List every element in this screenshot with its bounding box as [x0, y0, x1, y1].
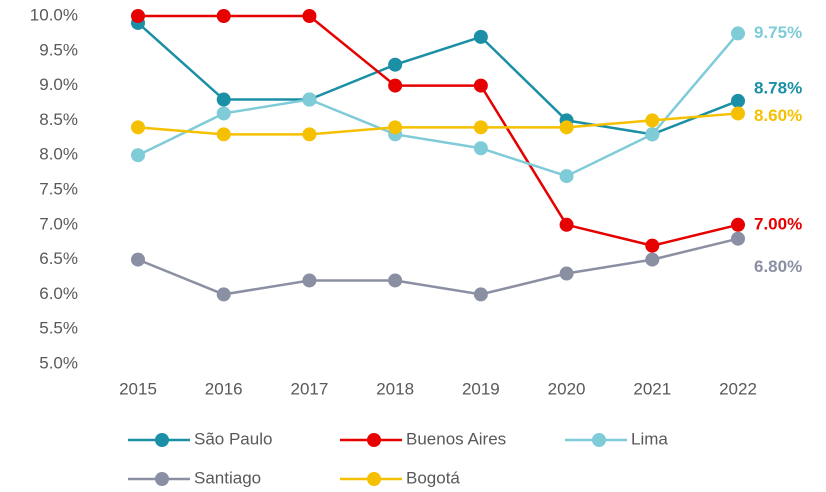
point	[645, 238, 660, 253]
point	[473, 78, 488, 93]
point	[302, 127, 317, 142]
legend-marker	[367, 433, 381, 447]
point	[388, 273, 403, 288]
x-tick-label: 2017	[291, 379, 329, 398]
y-tick-label: 7.0%	[39, 214, 78, 233]
y-tick-label: 8.0%	[39, 145, 78, 164]
point	[216, 92, 231, 107]
data-label: 6.80%	[754, 257, 802, 276]
point	[302, 92, 317, 107]
point	[216, 287, 231, 302]
point	[731, 231, 745, 246]
point	[302, 273, 317, 288]
point	[559, 169, 574, 184]
point	[216, 9, 231, 23]
series-line	[137, 112, 739, 136]
point	[388, 78, 403, 93]
x-tick-label: 2018	[376, 379, 414, 398]
legend-label: Lima	[631, 429, 668, 448]
legend-label: São Paulo	[194, 429, 272, 448]
legend-marker	[592, 433, 606, 447]
point	[645, 113, 660, 128]
legend-label: Buenos Aires	[406, 429, 506, 448]
y-tick-label: 9.5%	[39, 40, 78, 59]
y-tick-label: 10.0%	[30, 5, 78, 24]
point	[473, 120, 488, 135]
point	[388, 57, 403, 72]
x-tick-label: 2020	[548, 379, 586, 398]
point	[645, 127, 660, 142]
legend-label: Santiago	[194, 468, 261, 487]
legend-marker	[367, 472, 381, 486]
point	[731, 93, 745, 108]
point	[216, 127, 231, 142]
x-tick-label: 2016	[205, 379, 243, 398]
x-tick-label: 2022	[719, 379, 757, 398]
point	[559, 217, 574, 232]
y-tick-label: 8.5%	[39, 110, 78, 129]
point	[731, 26, 745, 41]
series-line	[137, 22, 739, 136]
data-label: 7.00%	[754, 214, 802, 233]
point	[388, 120, 403, 135]
legend-marker	[155, 472, 169, 486]
point	[645, 252, 660, 267]
point	[131, 120, 145, 135]
data-label: 8.60%	[754, 106, 802, 125]
point	[473, 287, 488, 302]
y-tick-label: 5.5%	[39, 319, 78, 338]
point	[216, 106, 231, 121]
series-line	[137, 32, 739, 178]
y-tick-label: 5.0%	[39, 353, 78, 372]
point	[131, 9, 145, 23]
point	[731, 106, 745, 121]
y-tick-label: 6.5%	[39, 249, 78, 268]
legend-label: Bogotá	[406, 468, 460, 487]
data-label: 8.78%	[754, 78, 802, 97]
point	[302, 9, 317, 23]
series-line	[138, 14, 739, 247]
point	[559, 120, 574, 135]
x-tick-label: 2019	[462, 379, 500, 398]
point	[473, 29, 488, 44]
x-tick-label: 2021	[633, 379, 671, 398]
y-tick-label: 9.0%	[39, 75, 78, 94]
y-tick-label: 7.5%	[39, 179, 78, 198]
point	[731, 217, 745, 232]
series-line	[137, 237, 739, 296]
legend-marker	[155, 433, 169, 447]
x-tick-label: 2015	[119, 379, 157, 398]
y-tick-label: 6.0%	[39, 284, 78, 303]
point	[131, 252, 145, 267]
point	[131, 148, 145, 163]
point	[559, 266, 574, 281]
data-label: 9.75%	[754, 23, 802, 42]
point	[473, 141, 488, 156]
